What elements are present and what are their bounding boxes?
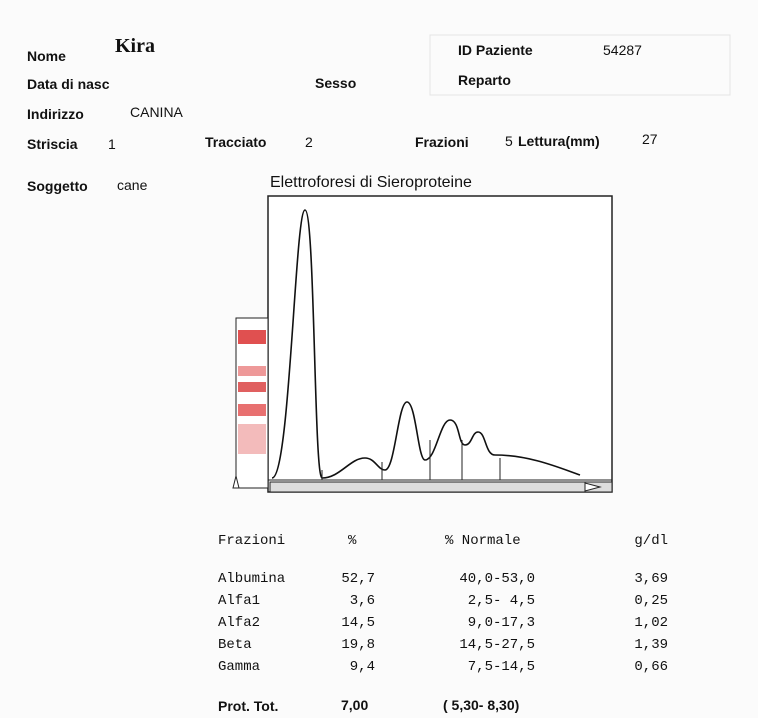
table-cell: Alfa1 <box>218 593 260 609</box>
scale-bar <box>270 482 612 492</box>
column-header: Frazioni <box>218 533 285 549</box>
total-label: Prot. Tot. <box>218 698 278 714</box>
chart-title: Elettroforesi di Sieroproteine <box>270 174 472 192</box>
label: Data di nasc <box>27 76 109 92</box>
electrophoresis-chart <box>0 0 758 718</box>
table-cell: 7,5-14,5 <box>468 659 535 675</box>
table-cell: 3,69 <box>634 571 668 587</box>
table-cell: Beta <box>218 637 252 653</box>
table-cell: 1,39 <box>634 637 668 653</box>
chart-frame <box>268 196 612 492</box>
label: Frazioni <box>415 134 469 150</box>
table-cell: Gamma <box>218 659 260 675</box>
value: 27 <box>642 131 658 147</box>
column-header: % <box>348 533 356 549</box>
band <box>238 382 266 392</box>
total-range: ( 5,30- 8,30) <box>443 697 519 713</box>
table-cell: 1,02 <box>634 615 668 631</box>
band <box>238 404 266 416</box>
table-cell: 52,7 <box>341 571 375 587</box>
table-cell: 14,5 <box>341 615 375 631</box>
table-cell: 40,0-53,0 <box>459 571 535 587</box>
table-cell: 3,6 <box>350 593 375 609</box>
label: Lettura(mm) <box>518 133 600 149</box>
table-cell: 2,5- 4,5 <box>468 593 535 609</box>
label: ID Paziente <box>458 42 533 58</box>
label: Tracciato <box>205 134 266 150</box>
table-cell: 0,25 <box>634 593 668 609</box>
total-value: 7,00 <box>341 697 368 713</box>
column-header: g/dl <box>634 533 668 549</box>
label: Indirizzo <box>27 106 84 122</box>
table-cell: 0,66 <box>634 659 668 675</box>
value: 5 <box>505 133 513 149</box>
table-cell: 14,5-27,5 <box>459 637 535 653</box>
label: Sesso <box>315 75 356 91</box>
table-cell: Albumina <box>218 571 285 587</box>
table-cell: 19,8 <box>341 637 375 653</box>
table-cell: Alfa2 <box>218 615 260 631</box>
label: Soggetto <box>27 178 88 194</box>
column-header: % Normale <box>445 533 521 549</box>
label: Striscia <box>27 136 78 152</box>
report-page: Kira Nome ID Paziente 54287 Data di nasc… <box>0 0 758 718</box>
table-cell: 9,0-17,3 <box>468 615 535 631</box>
label: Reparto <box>458 72 511 88</box>
value: 2 <box>305 134 313 150</box>
band <box>238 424 266 454</box>
value: 54287 <box>603 42 642 58</box>
band <box>238 366 266 376</box>
value: CANINA <box>130 104 183 120</box>
value: cane <box>117 177 147 193</box>
table-cell: 9,4 <box>350 659 375 675</box>
value: 1 <box>108 136 116 152</box>
label: Nome <box>27 48 66 64</box>
patient-name: Kira <box>115 35 155 58</box>
band <box>238 330 266 344</box>
